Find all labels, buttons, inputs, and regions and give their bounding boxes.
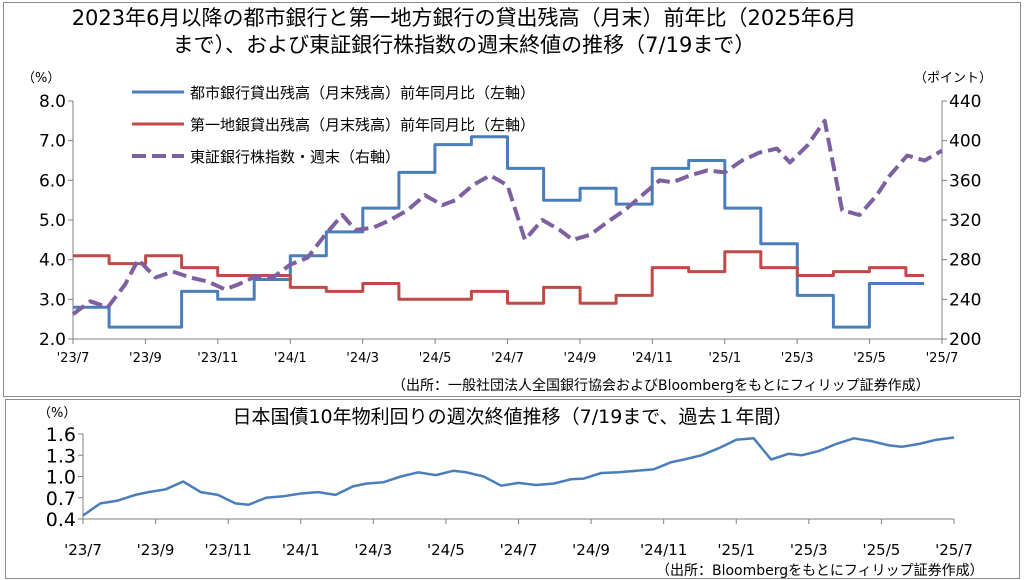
- right-tick-label: 360: [949, 171, 981, 191]
- bottom-x-tick-label: '25/7: [935, 541, 973, 559]
- jgb-yield-line: [82, 436, 955, 517]
- legend-label-2: 第一地銀貸出残高（月末残高）前年同月比（左軸）: [190, 116, 535, 134]
- series-line-3: [71, 118, 943, 316]
- x-tick-label: '24/5: [419, 351, 452, 366]
- left-tick-label: 5.0: [39, 211, 66, 231]
- bottom-left-tick-label: 0.4: [46, 509, 76, 531]
- bottom-x-tick-label: '24/7: [500, 541, 538, 559]
- left-tick-label: 8.0: [39, 92, 66, 112]
- right-tick-label: 280: [949, 251, 981, 271]
- legend-label-1: 都市銀行貸出残高（月末残高）前年同月比（左軸）: [190, 84, 535, 102]
- left-tick-label: 2.0: [39, 330, 66, 350]
- bottom-left-tick-label: 1.0: [46, 467, 76, 489]
- left-tick-label: 4.0: [39, 251, 66, 271]
- left-tick-label: 3.0: [39, 290, 66, 310]
- left-tick-label: 6.0: [39, 171, 66, 191]
- top-chart-source: （出所：一般社団法人全国銀行協会およびBloombergをもとにフィリップ証券作…: [392, 378, 930, 394]
- x-tick-label: '24/3: [346, 351, 379, 366]
- bottom-x-tick-label: '23/7: [64, 541, 102, 559]
- bottom-x-tick-label: '23/9: [137, 541, 175, 559]
- top-left-axis-unit: （%）: [22, 71, 61, 86]
- bottom-chart-title: 日本国債10年物利回りの週次終値推移（7/19まで、過去１年間）: [232, 406, 793, 428]
- bottom-x-tick-label: '25/3: [790, 541, 828, 559]
- x-tick-label: '25/1: [708, 351, 741, 366]
- bottom-chart-source: （出所：Bloombergをもとにフィリップ証券作成）: [656, 563, 984, 579]
- bottom-x-tick-label: '24/11: [640, 541, 687, 559]
- left-tick-label: 7.0: [39, 132, 66, 152]
- bottom-left-tick-label: 0.7: [46, 488, 76, 510]
- legend-label-3: 東証銀行株指数・週末（右軸）: [190, 148, 400, 166]
- right-tick-label: 320: [949, 211, 981, 231]
- bottom-chart-panel: 日本国債10年物利回りの週次終値推移（7/19まで、過去１年間） （%） 0.4…: [5, 399, 1020, 579]
- x-tick-label: '25/3: [781, 351, 814, 366]
- bottom-x-tick-label: '24/5: [427, 541, 465, 559]
- bottom-left-tick-label: 1.3: [46, 445, 76, 467]
- x-tick-label: '24/11: [632, 351, 673, 366]
- series-line-1: [73, 135, 925, 329]
- x-tick-label: '24/7: [491, 351, 524, 366]
- top-chart-title-line1: 2023年6月以降の都市銀行と第一地方銀行の貸出残高（月末）前年比（2025年6…: [71, 6, 857, 30]
- right-tick-label: 240: [949, 290, 981, 310]
- right-tick-label: 400: [949, 132, 981, 152]
- right-tick-label: 440: [949, 92, 981, 112]
- bottom-left-axis-unit: （%）: [38, 406, 77, 421]
- top-chart-title-line2: まで）、および東証銀行株指数の週末終値の推移（7/19まで）: [172, 33, 756, 57]
- x-tick-label: '25/5: [853, 351, 886, 366]
- bottom-chart-plot: 0.40.71.01.31.6 '23/7 '23/9 '23/11 '24/1 '24/…: [46, 424, 973, 559]
- x-tick-label: '24/9: [564, 351, 597, 366]
- bottom-x-tick-label: '25/1: [717, 541, 755, 559]
- bottom-x-tick-label: '24/1: [282, 541, 320, 559]
- top-right-axis-unit: （ポイント）: [914, 71, 993, 86]
- bottom-left-tick-label: 1.6: [46, 424, 76, 446]
- x-tick-label: '23/11: [197, 351, 238, 366]
- top-chart-panel: 2023年6月以降の都市銀行と第一地方銀行の貸出残高（月末）前年比（2025年6…: [3, 2, 1021, 397]
- bottom-x-tick-label: '24/9: [572, 541, 610, 559]
- x-tick-label: '25/7: [926, 351, 959, 366]
- x-tick-label: '23/7: [57, 351, 90, 366]
- series-line-2: [73, 250, 925, 305]
- x-tick-label: '24/1: [274, 351, 307, 366]
- bottom-x-tick-label: '24/3: [354, 541, 392, 559]
- top-chart-plot: 2.0 3.0 4.0 5.0 6.0 7.0 8.0 200 240 280 320 360 400 4…: [39, 84, 982, 366]
- right-tick-label: 200: [949, 330, 981, 350]
- bottom-x-tick-label: '23/11: [204, 541, 251, 559]
- x-tick-label: '23/9: [129, 351, 162, 366]
- bottom-x-tick-label: '25/5: [863, 541, 901, 559]
